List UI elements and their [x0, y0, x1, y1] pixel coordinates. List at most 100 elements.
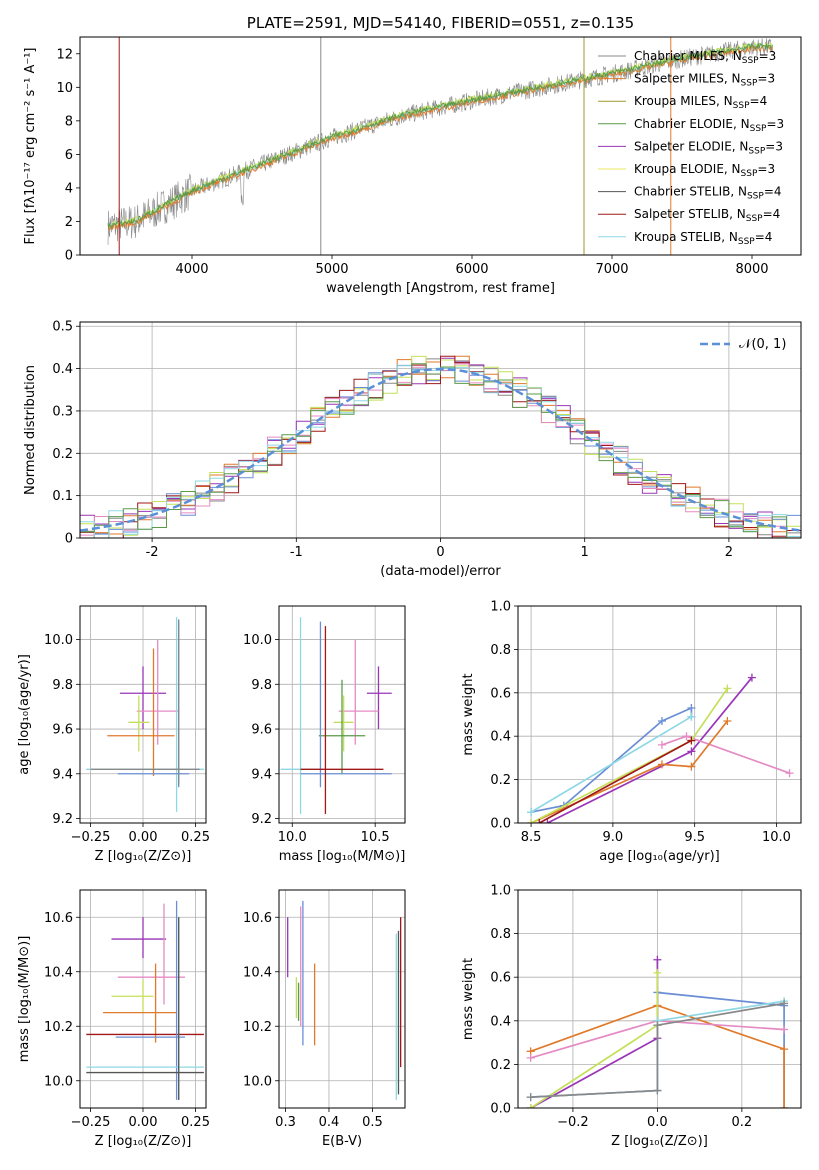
x-axis-label: Z [log₁₀(Z/Z⊙)] — [611, 1134, 708, 1149]
x-axis-label: E(B-V) — [322, 1134, 362, 1149]
y-axis-label: mass weight — [461, 958, 476, 1040]
axes-frame — [79, 605, 207, 824]
y-tick-label: 0.0 — [490, 1102, 511, 1117]
x-tick-label: 0.0 — [647, 1115, 668, 1130]
x-axis-label: (data-model)/error — [380, 564, 501, 579]
y-tick-label: 1.0 — [490, 884, 511, 899]
model-spectrum-green — [107, 42, 773, 229]
x-axis-label: Z [log₁₀(Z/Z⊙)] — [95, 849, 192, 864]
weight-marker — [780, 1045, 789, 1054]
chart-title: PLATE=2591, MJD=54140, FIBERID=0551, z=0… — [247, 14, 634, 32]
weight-line-orange — [530, 720, 729, 823]
y-axis-label: mass [log₁₀(M/M⊙)] — [17, 936, 32, 1063]
legend-label-text: Salpeter MILES, N — [634, 72, 741, 86]
x-tick-label: 0.4 — [319, 1115, 340, 1130]
y-tick-label: 10.0 — [243, 1074, 272, 1089]
legend-label-text: Salpeter ELODIE, N — [634, 139, 748, 153]
y-tick-label: 10.6 — [243, 911, 272, 926]
weight-line-lime — [530, 972, 659, 1108]
x-tick-label: 0.25 — [181, 1115, 210, 1130]
y-tick-label: 10 — [56, 81, 73, 96]
weight-marker — [527, 819, 536, 823]
weight-marker — [543, 819, 552, 823]
plot-weight_vs_age: 8.5 9.0 9.5 10.0 0.0 0.2 0.4 0.6 0.8 1.0 age [log₁… — [461, 600, 802, 864]
y-tick-label: 10.0 — [243, 633, 272, 648]
y-tick-label: 0.4 — [490, 1014, 511, 1029]
plot-area — [80, 355, 801, 538]
weight-marker — [747, 673, 756, 682]
y-tick-label: 0 — [65, 249, 73, 264]
y-tick-label: 0.8 — [490, 643, 511, 658]
x-tick-label: 9.5 — [684, 830, 705, 845]
y-tick-label: 10.0 — [44, 633, 73, 648]
x-tick-label: 0.5 — [362, 1115, 383, 1130]
y-tick-label: 10.2 — [44, 1020, 73, 1035]
legend-label-sub: SSP — [741, 79, 758, 89]
y-tick-label: 0.8 — [490, 927, 511, 942]
weight-marker — [687, 703, 696, 712]
x-tick-label: 4000 — [175, 262, 208, 277]
x-tick-label: 10.0 — [762, 830, 791, 845]
legend-label: Salpeter ELODIE, NSSP=3 — [634, 139, 783, 156]
y-tick-label: 0.6 — [490, 686, 511, 701]
x-axis-label: age [log₁₀(age/yr)] — [599, 849, 720, 864]
histogram-green — [80, 363, 801, 538]
x-tick-label: -2 — [146, 545, 159, 560]
weight-line-orange — [530, 1004, 785, 1108]
plot-area — [526, 955, 789, 1108]
legend-label: Kroupa MILES, NSSP=4 — [634, 94, 767, 111]
legend-label-text: Chabrier MILES, N — [634, 49, 742, 63]
axes-frame — [79, 36, 802, 256]
y-tick-label: 4 — [65, 181, 73, 196]
legend-label: Salpeter MILES, NSSP=3 — [634, 72, 775, 89]
y-tick-label: 9.2 — [52, 812, 73, 827]
y-tick-label: 0 — [65, 532, 73, 547]
weight-marker — [687, 762, 696, 771]
weight-marker — [723, 717, 732, 726]
plot-weight_vs_Z: −0.2 0.0 0.2 0.0 0.2 0.4 0.6 0.8 1.0 Z [log₁₀(Z/Z… — [461, 884, 802, 1149]
y-tick-label: 9.8 — [251, 678, 272, 693]
legend-label-tail: =3 — [765, 139, 783, 153]
axes-frame — [278, 889, 406, 1109]
x-tick-label: 0.25 — [181, 830, 210, 845]
y-tick-label: 2 — [65, 215, 73, 230]
x-tick-label: 6000 — [455, 262, 488, 277]
legend-label: Chabrier MILES, NSSP=3 — [634, 49, 776, 66]
plot-area — [86, 900, 204, 1100]
legend-label-tail: =3 — [757, 72, 775, 86]
plot-age_vs_Z: −0.25 0.00 0.25 9.2 9.4 9.6 9.8 10.0 Z [log₁₀(Z/… — [17, 605, 210, 864]
plot-mass_vs_EBV: 0.3 0.4 0.5 10.0 10.2 10.4 10.6 E(B-V) — [243, 889, 406, 1149]
legend-label-sub: SSP — [747, 192, 764, 202]
plot-area — [107, 37, 773, 255]
axes-frame — [517, 605, 802, 824]
legend-label-text: Chabrier STELIB, N — [634, 185, 747, 199]
weight-marker — [780, 1025, 789, 1034]
y-tick-label: 0.0 — [490, 817, 511, 832]
y-tick-label: 9.8 — [52, 678, 73, 693]
x-axis-label: mass [log₁₀(M/M⊙)] — [279, 849, 406, 864]
legend-label-tail: =4 — [750, 94, 768, 108]
x-axis-label: Z [log₁₀(Z/Z⊙)] — [95, 1134, 192, 1149]
weight-line-blue — [530, 706, 693, 813]
legend-label: 𝒩(0, 1) — [739, 337, 786, 352]
legend-label-text: Kroupa STELIB, N — [634, 230, 738, 244]
legend-label-tail: =3 — [759, 49, 777, 63]
plot-area — [86, 617, 204, 812]
x-tick-label: −0.25 — [71, 830, 111, 845]
weight-marker — [526, 1093, 535, 1102]
x-tick-label: 9.0 — [603, 830, 624, 845]
legend-label-text: Kroupa MILES, N — [634, 94, 733, 108]
y-axis-label: age [log₁₀(age/yr)] — [17, 654, 32, 775]
axes-frame — [517, 889, 802, 1109]
legend-label-text: Chabrier ELODIE, N — [634, 117, 750, 131]
weight-marker — [526, 1053, 535, 1062]
legend-label-tail: =3 — [766, 117, 784, 131]
legend-label: Kroupa STELIB, NSSP=4 — [634, 230, 772, 247]
weight-marker — [653, 1021, 662, 1030]
axes-frame — [278, 605, 406, 824]
y-tick-label: 10.2 — [243, 1020, 272, 1035]
y-tick-label: 10.4 — [243, 965, 272, 980]
y-axis-label: Flux [fλ10⁻¹⁷ erg cm⁻² s⁻¹ A⁻¹] — [23, 48, 38, 245]
